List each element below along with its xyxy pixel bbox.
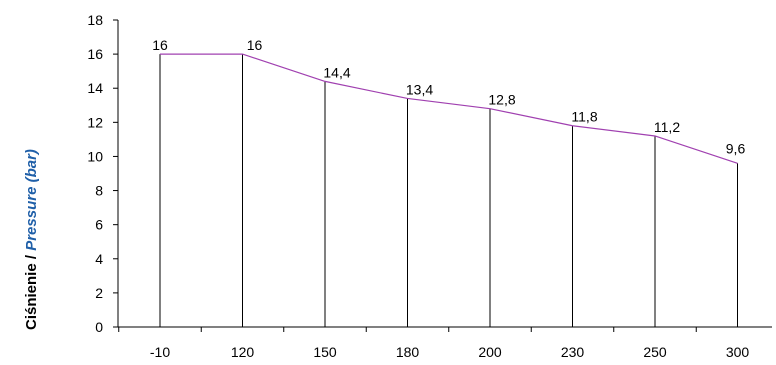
series-line-group xyxy=(159,53,738,164)
x-tick-label: 120 xyxy=(231,344,255,360)
x-tick-label: 200 xyxy=(478,344,502,360)
data-label: 14,4 xyxy=(323,64,350,80)
drop-lines xyxy=(159,54,738,327)
y-tick-label: 6 xyxy=(95,217,103,233)
y-tick-label: 8 xyxy=(95,183,103,199)
y-tick-label: 14 xyxy=(87,80,103,96)
x-tick-label: 230 xyxy=(561,344,585,360)
data-label: 11,2 xyxy=(654,119,680,135)
data-label: 13,4 xyxy=(406,81,433,97)
y-tick-label: 16 xyxy=(87,46,103,62)
y-tick-label: 0 xyxy=(95,319,103,335)
data-label: 16 xyxy=(152,37,168,53)
x-tick-label: 250 xyxy=(643,344,667,360)
x-tick-label: 150 xyxy=(313,344,337,360)
y-tick-label: 12 xyxy=(87,114,103,130)
data-label: 16 xyxy=(247,37,263,53)
axes xyxy=(113,19,772,332)
y-tick-labels: 0 2 4 6 8 10 12 14 16 18 xyxy=(87,12,103,335)
x-tick-labels: -10 120 150 180 200 230 250 300 xyxy=(150,344,750,360)
data-label: 11,8 xyxy=(571,109,597,125)
x-tick-label: 300 xyxy=(726,344,750,360)
series-line xyxy=(160,53,738,164)
y-tick-label: 10 xyxy=(87,148,103,164)
data-label: 12,8 xyxy=(488,92,515,108)
y-axis-label-polish: Ciśnienie / xyxy=(23,251,40,330)
x-tick-label: 180 xyxy=(396,344,420,360)
y-tick-label: 4 xyxy=(95,251,103,267)
x-tick-label: -10 xyxy=(150,344,170,360)
data-labels: 16 16 14,4 13,4 12,8 11,8 11,2 9,6 xyxy=(152,37,745,156)
y-tick-label: 18 xyxy=(87,12,103,28)
y-tick-label: 2 xyxy=(95,285,103,301)
y-axis-label: Ciśnienie / Pressure (bar) xyxy=(23,149,40,330)
y-axis-label-english: Pressure (bar) xyxy=(23,149,40,251)
data-label: 9,6 xyxy=(726,140,746,156)
